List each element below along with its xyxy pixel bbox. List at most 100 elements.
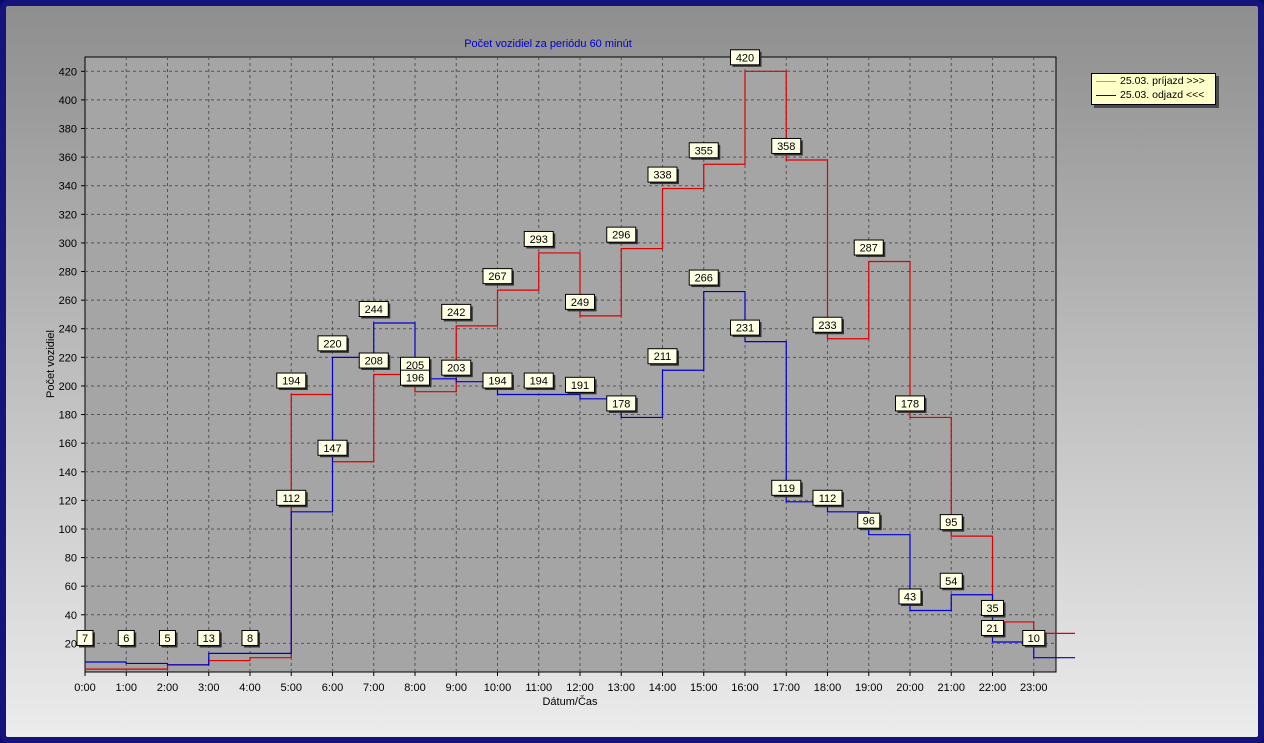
data-label-box — [317, 335, 348, 352]
data-label-box — [565, 293, 595, 310]
x-tick-label: 16:00 — [731, 682, 759, 694]
data-label-box — [898, 588, 922, 605]
data-label: 196 — [406, 373, 424, 385]
data-label-box — [482, 268, 513, 285]
data-label-box — [895, 395, 925, 412]
data-label: 338 — [653, 170, 671, 182]
series-line-1 — [85, 290, 1075, 666]
data-label-box — [606, 226, 637, 243]
legend-item-departure: 25.03. odjazd <<< — [1092, 88, 1215, 102]
data-label: 10 — [1028, 633, 1040, 645]
data-label: 13 — [203, 633, 215, 645]
y-tick-label: 60 — [65, 581, 77, 593]
data-label: 266 — [695, 273, 713, 285]
x-tick-label: 3:00 — [198, 682, 219, 694]
data-label: 194 — [530, 376, 548, 388]
data-label-box — [197, 629, 221, 646]
data-label: 8 — [247, 633, 253, 645]
y-tick-label: 240 — [59, 324, 77, 336]
data-label: 54 — [945, 576, 957, 588]
data-label-box — [400, 369, 430, 386]
data-label-box — [441, 303, 472, 320]
y-tick-label: 100 — [59, 524, 77, 536]
data-label: 293 — [530, 234, 548, 246]
data-label-box — [482, 372, 513, 389]
data-label-box — [647, 348, 678, 365]
y-tick-label: 260 — [59, 295, 77, 307]
x-tick-label: 4:00 — [239, 682, 260, 694]
y-tick-label: 380 — [59, 124, 77, 136]
x-tick-label: 13:00 — [607, 682, 635, 694]
x-tick-label: 5:00 — [281, 682, 302, 694]
data-label: 178 — [612, 398, 630, 410]
data-label-box — [812, 316, 843, 333]
y-tick-label: 120 — [59, 495, 77, 507]
data-label-box — [853, 239, 884, 256]
legend-label-departure: 25.03. odjazd <<< — [1120, 89, 1205, 101]
x-tick-label: 14:00 — [649, 682, 677, 694]
data-label-box — [730, 49, 760, 66]
x-tick-label: 19:00 — [855, 682, 883, 694]
legend: 25.03. príjazd >>> 25.03. odjazd <<< — [1091, 73, 1216, 105]
x-tick-label: 18:00 — [814, 682, 842, 694]
data-label: 358 — [777, 141, 795, 153]
data-label-box — [1022, 629, 1046, 646]
data-label-box — [939, 514, 963, 531]
data-label: 112 — [282, 493, 300, 505]
data-label: 119 — [777, 483, 795, 495]
data-label: 112 — [819, 493, 837, 505]
y-tick-label: 220 — [59, 352, 77, 364]
data-label: 194 — [282, 376, 300, 388]
data-label: 296 — [612, 230, 630, 242]
data-label-box — [317, 439, 348, 456]
x-tick-label: 2:00 — [157, 682, 178, 694]
data-label-box — [117, 629, 135, 646]
x-tick-label: 7:00 — [363, 682, 384, 694]
y-tick-label: 280 — [59, 267, 77, 279]
data-label: 220 — [323, 338, 341, 350]
data-label-box — [159, 629, 176, 646]
y-tick-label: 80 — [65, 553, 77, 565]
data-label: 178 — [901, 398, 919, 410]
data-label-box — [981, 599, 1004, 616]
data-label-box — [76, 629, 94, 646]
data-label: 211 — [654, 351, 672, 363]
data-label: 355 — [695, 145, 713, 157]
x-tick-label: 23:00 — [1020, 682, 1048, 694]
data-label-box — [523, 230, 554, 247]
data-label: 5 — [164, 633, 170, 645]
data-label-box — [523, 372, 554, 389]
data-label-box — [276, 489, 307, 506]
x-tick-label: 6:00 — [322, 682, 343, 694]
data-label: 43 — [904, 592, 916, 604]
x-tick-label: 10:00 — [484, 682, 512, 694]
y-tick-label: 180 — [59, 410, 77, 422]
data-label: 420 — [736, 52, 754, 64]
y-tick-label: 420 — [59, 66, 77, 78]
data-label: 7 — [82, 633, 88, 645]
x-tick-label: 12:00 — [566, 682, 594, 694]
data-label-box — [688, 269, 719, 286]
y-tick-label: 20 — [65, 638, 77, 650]
y-axis-label: Počet vozidiel — [45, 330, 57, 398]
data-label-box — [981, 619, 1004, 636]
data-label: 96 — [863, 516, 875, 528]
y-tick-label: 40 — [65, 610, 77, 622]
x-tick-label: 9:00 — [446, 682, 467, 694]
data-label-box — [565, 376, 595, 393]
data-label-box — [688, 142, 719, 159]
data-label: 287 — [860, 243, 878, 255]
y-tick-label: 200 — [59, 381, 77, 393]
x-tick-label: 22:00 — [979, 682, 1007, 694]
data-label: 249 — [571, 297, 589, 309]
x-tick-label: 20:00 — [896, 682, 924, 694]
x-tick-label: 15:00 — [690, 682, 718, 694]
data-label: 191 — [571, 380, 589, 392]
data-label: 242 — [447, 307, 465, 319]
data-label-box — [857, 512, 881, 529]
data-label-box — [647, 166, 678, 183]
data-label: 203 — [447, 363, 465, 375]
chart-title: Počet vozidiel za periódu 60 minút — [464, 38, 632, 50]
x-axis-label: Dátum/Čas — [542, 695, 598, 708]
